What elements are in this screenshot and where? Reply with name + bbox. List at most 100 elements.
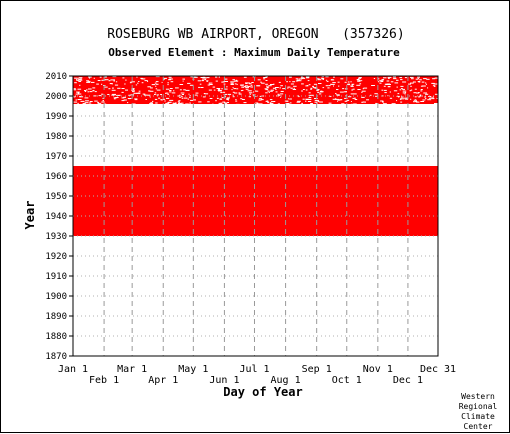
missing-day-mark [295, 78, 299, 80]
missing-day-mark [142, 78, 146, 80]
missing-day-mark [272, 87, 277, 89]
missing-day-mark [208, 89, 212, 91]
missing-day-mark [420, 89, 423, 90]
missing-day-mark [192, 76, 197, 78]
missing-day-mark [361, 80, 363, 82]
missing-day-mark [222, 91, 226, 93]
missing-day-mark [104, 86, 108, 88]
missing-day-mark [245, 88, 249, 90]
missing-day-mark [235, 79, 238, 81]
missing-day-mark [266, 85, 268, 87]
missing-day-mark [414, 88, 417, 90]
missing-day-mark [122, 77, 125, 79]
missing-day-mark [125, 89, 128, 91]
missing-day-mark [177, 103, 182, 105]
missing-day-mark [168, 76, 172, 78]
missing-day-mark [366, 99, 369, 101]
missing-day-mark [293, 85, 297, 87]
missing-day-mark [78, 93, 82, 95]
y-tick-label: 1950 [45, 192, 67, 202]
missing-day-mark [317, 79, 322, 81]
missing-day-mark [268, 85, 272, 87]
missing-day-mark [94, 100, 98, 102]
y-tick-label: 1970 [45, 152, 67, 162]
y-tick-label: 1910 [45, 272, 67, 282]
missing-day-mark [432, 78, 436, 80]
missing-day-mark [351, 103, 355, 105]
missing-day-mark [85, 100, 89, 102]
missing-day-mark [382, 101, 384, 103]
missing-day-mark [348, 96, 352, 98]
missing-day-mark [317, 89, 320, 91]
missing-day-mark [189, 84, 194, 86]
missing-day-mark [75, 93, 80, 95]
missing-day-mark [410, 89, 413, 91]
chart-title: ROSEBURG WB AIRPORT, OREGON (357326) [107, 27, 404, 42]
missing-day-mark [433, 83, 438, 85]
missing-day-mark [160, 99, 162, 101]
missing-day-mark [238, 93, 242, 95]
missing-day-mark [310, 88, 313, 90]
missing-day-mark [244, 85, 248, 87]
missing-day-mark [438, 99, 442, 101]
missing-day-mark [333, 76, 335, 78]
y-tick-label: 2010 [45, 72, 67, 82]
missing-day-mark [221, 88, 223, 90]
missing-day-mark [340, 99, 342, 101]
missing-day-mark [245, 87, 249, 89]
missing-day-mark [231, 89, 233, 91]
missing-day-mark [256, 103, 260, 105]
missing-day-mark [245, 82, 249, 84]
missing-day-mark [352, 97, 355, 99]
missing-day-mark [413, 101, 416, 103]
missing-day-mark [375, 103, 379, 105]
missing-day-mark [212, 86, 216, 88]
missing-day-mark [400, 97, 402, 99]
missing-day-mark [133, 92, 138, 94]
missing-day-mark [388, 86, 391, 88]
missing-day-mark [108, 88, 111, 90]
missing-day-mark [241, 86, 245, 88]
missing-day-mark [412, 81, 416, 83]
missing-day-mark [173, 90, 175, 92]
missing-day-mark [128, 94, 131, 96]
missing-day-mark [226, 97, 230, 99]
missing-day-mark [266, 76, 268, 78]
missing-day-mark [316, 90, 319, 92]
missing-day-mark [310, 94, 314, 96]
missing-day-mark [418, 96, 421, 98]
missing-day-mark [262, 95, 265, 97]
missing-day-mark [248, 92, 253, 94]
missing-day-mark [319, 90, 323, 92]
missing-day-mark [233, 88, 237, 90]
y-tick-label: 1930 [45, 232, 67, 242]
missing-day-mark [298, 96, 300, 98]
missing-day-mark [169, 99, 174, 101]
missing-day-mark [301, 83, 304, 85]
missing-day-mark [182, 80, 184, 82]
missing-day-mark [320, 91, 323, 93]
missing-day-mark [300, 77, 305, 79]
missing-day-mark [114, 84, 119, 86]
missing-day-mark [270, 90, 273, 92]
missing-day-mark [301, 76, 303, 78]
missing-day-mark [302, 89, 305, 90]
missing-day-mark [181, 97, 184, 99]
x-tick-label: Dec 31 [420, 364, 456, 375]
missing-day-mark [76, 79, 79, 81]
missing-day-mark [155, 76, 160, 78]
missing-day-mark [87, 91, 90, 93]
missing-day-mark [358, 80, 362, 82]
missing-day-mark [109, 83, 113, 85]
missing-day-mark [86, 80, 89, 82]
missing-day-mark [97, 102, 102, 104]
missing-day-mark [337, 81, 340, 83]
missing-day-mark [169, 78, 173, 80]
missing-day-mark [74, 77, 78, 79]
missing-day-mark [234, 92, 238, 94]
missing-day-mark [202, 96, 206, 98]
missing-day-mark [322, 79, 324, 80]
missing-day-mark [77, 92, 80, 94]
missing-day-mark [314, 87, 318, 89]
missing-day-mark [77, 99, 82, 100]
